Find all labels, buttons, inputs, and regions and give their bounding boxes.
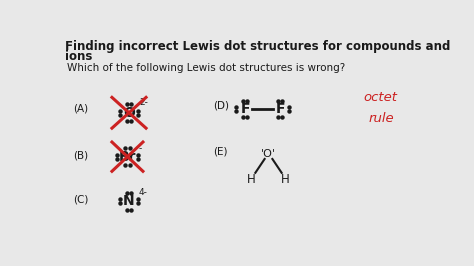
Text: 4-: 4- xyxy=(138,188,147,197)
Text: (A): (A) xyxy=(73,104,88,114)
Text: H: H xyxy=(247,173,256,186)
Text: N: N xyxy=(123,194,135,208)
Text: (D): (D) xyxy=(213,100,228,110)
Text: ions: ions xyxy=(65,50,93,63)
Text: (E): (E) xyxy=(213,146,227,156)
Text: octet: octet xyxy=(364,91,398,104)
Text: rule: rule xyxy=(368,112,394,125)
Text: Br: Br xyxy=(118,150,136,164)
Text: Finding incorrect Lewis dot structures for compounds and: Finding incorrect Lewis dot structures f… xyxy=(65,40,451,53)
Text: F: F xyxy=(240,102,250,116)
Text: 2-: 2- xyxy=(139,98,148,107)
Text: (B): (B) xyxy=(73,150,88,160)
Text: -: - xyxy=(138,144,142,153)
Text: Which of the following Lewis dot structures is wrong?: Which of the following Lewis dot structu… xyxy=(67,63,345,73)
Text: H: H xyxy=(281,173,290,186)
Text: (C): (C) xyxy=(73,195,89,205)
Text: F: F xyxy=(275,102,285,116)
Text: O: O xyxy=(123,106,135,120)
Text: 'O': 'O' xyxy=(261,149,276,159)
